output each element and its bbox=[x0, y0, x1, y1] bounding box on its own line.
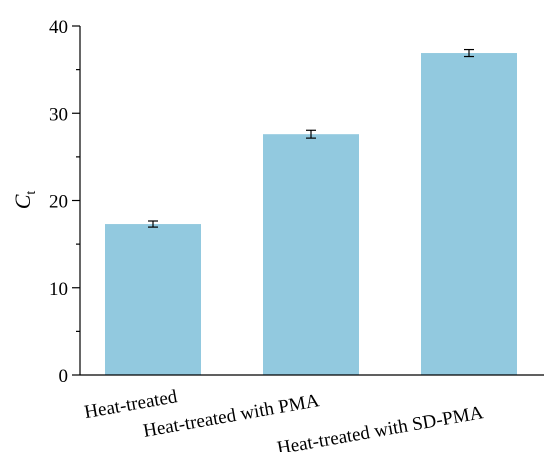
bar bbox=[105, 224, 201, 375]
bars bbox=[105, 53, 517, 376]
y-axis-ticks: 0 10 20 30 40 bbox=[49, 17, 80, 387]
y-tick-label: 20 bbox=[49, 192, 68, 213]
y-tick-label: 30 bbox=[49, 104, 68, 125]
y-tick-label: 0 bbox=[59, 366, 69, 387]
bar bbox=[263, 134, 359, 375]
y-tick-label: 10 bbox=[49, 279, 68, 300]
y-tick-label: 40 bbox=[49, 17, 68, 38]
error-bars bbox=[148, 48, 474, 228]
y-axis-label: Ct bbox=[10, 191, 39, 210]
bar bbox=[421, 53, 517, 376]
